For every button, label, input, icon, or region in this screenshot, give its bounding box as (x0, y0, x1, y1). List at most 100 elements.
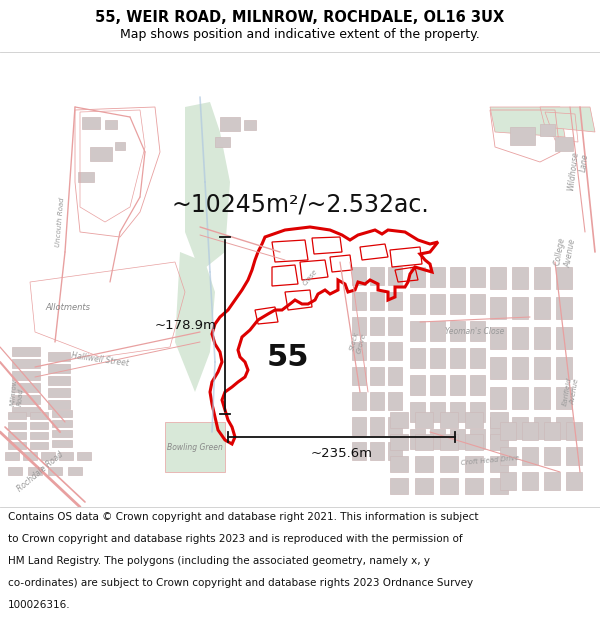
Text: 100026316.: 100026316. (8, 601, 70, 611)
Text: Earlfield
Avenue: Earlfield Avenue (562, 377, 580, 408)
Bar (534, 357, 550, 379)
Bar (410, 429, 425, 449)
Bar (8, 422, 26, 429)
Bar (115, 142, 125, 150)
Polygon shape (175, 252, 215, 392)
Bar (556, 327, 572, 349)
Bar (500, 472, 516, 490)
Text: 55, WEIR ROAD, MILNROW, ROCHDALE, OL16 3UX: 55, WEIR ROAD, MILNROW, ROCHDALE, OL16 3… (95, 11, 505, 26)
Text: Stock
Grove: Stock Grove (349, 330, 367, 354)
Text: Milnrow
Road: Milnrow Road (10, 378, 25, 406)
Bar (556, 357, 572, 379)
Bar (352, 442, 366, 460)
Text: Yeoman's Close: Yeoman's Close (445, 328, 505, 336)
Bar (52, 420, 72, 427)
Bar (370, 317, 384, 335)
Bar (390, 456, 408, 472)
Bar (522, 422, 538, 440)
Bar (410, 348, 425, 368)
Bar (390, 478, 408, 494)
Text: ~178.9m: ~178.9m (155, 319, 217, 332)
Polygon shape (490, 107, 565, 137)
Bar (450, 267, 465, 287)
Bar (388, 292, 402, 310)
Bar (490, 267, 506, 289)
Bar (556, 387, 572, 409)
Bar (8, 432, 26, 439)
Bar (410, 294, 425, 314)
Bar (78, 172, 94, 182)
Bar (48, 400, 70, 409)
Bar (352, 392, 366, 410)
Bar (390, 434, 408, 450)
Bar (465, 434, 483, 450)
Bar (48, 388, 70, 397)
Bar (12, 383, 40, 392)
Bar (352, 367, 366, 385)
Bar (244, 120, 256, 130)
Polygon shape (185, 102, 230, 272)
Text: ~10245m²/~2.532ac.: ~10245m²/~2.532ac. (171, 192, 429, 216)
Bar (555, 137, 573, 151)
Bar (388, 367, 402, 385)
Bar (352, 317, 366, 335)
Bar (12, 371, 40, 380)
Bar (82, 117, 100, 129)
Text: Bowling Green: Bowling Green (167, 442, 223, 451)
Bar (450, 294, 465, 314)
Bar (48, 376, 70, 385)
Text: Croft Head Drive: Croft Head Drive (461, 454, 520, 466)
Bar (52, 430, 72, 437)
Bar (28, 467, 42, 475)
Bar (30, 422, 48, 429)
Bar (450, 402, 465, 422)
Bar (440, 412, 458, 428)
Bar (415, 412, 433, 428)
Bar (556, 417, 572, 439)
Bar (390, 412, 408, 428)
Bar (352, 267, 366, 285)
Text: co-ordinates) are subject to Crown copyright and database rights 2023 Ordnance S: co-ordinates) are subject to Crown copyr… (8, 578, 473, 588)
Bar (8, 442, 26, 449)
Bar (470, 294, 485, 314)
Bar (534, 267, 550, 289)
Bar (430, 402, 445, 422)
Text: Close: Close (302, 268, 319, 286)
Bar (544, 422, 560, 440)
Text: Halliwell Street: Halliwell Street (71, 351, 129, 369)
Bar (370, 417, 384, 435)
Bar (470, 402, 485, 422)
Bar (68, 467, 82, 475)
Bar (410, 267, 425, 287)
Bar (512, 417, 528, 439)
Bar (8, 412, 26, 419)
Bar (370, 342, 384, 360)
Text: Contains OS data © Crown copyright and database right 2021. This information is : Contains OS data © Crown copyright and d… (8, 512, 478, 522)
Bar (465, 456, 483, 472)
Text: College
Avenue: College Avenue (553, 236, 577, 268)
Bar (540, 124, 555, 136)
Bar (490, 387, 506, 409)
Bar (566, 472, 582, 490)
Text: Rochdale Road: Rochdale Road (15, 450, 65, 494)
Bar (370, 392, 384, 410)
Bar (59, 452, 73, 460)
Bar (512, 267, 528, 289)
Polygon shape (540, 107, 595, 132)
Bar (450, 321, 465, 341)
Bar (12, 359, 40, 368)
Bar (48, 364, 70, 373)
Bar (352, 292, 366, 310)
Bar (52, 410, 72, 417)
Bar (388, 342, 402, 360)
Bar (220, 117, 240, 131)
Bar (566, 422, 582, 440)
Bar (450, 429, 465, 449)
Bar (352, 342, 366, 360)
Bar (52, 440, 72, 447)
Bar (534, 387, 550, 409)
Bar (410, 321, 425, 341)
Bar (500, 422, 516, 440)
Bar (534, 327, 550, 349)
Bar (430, 267, 445, 287)
